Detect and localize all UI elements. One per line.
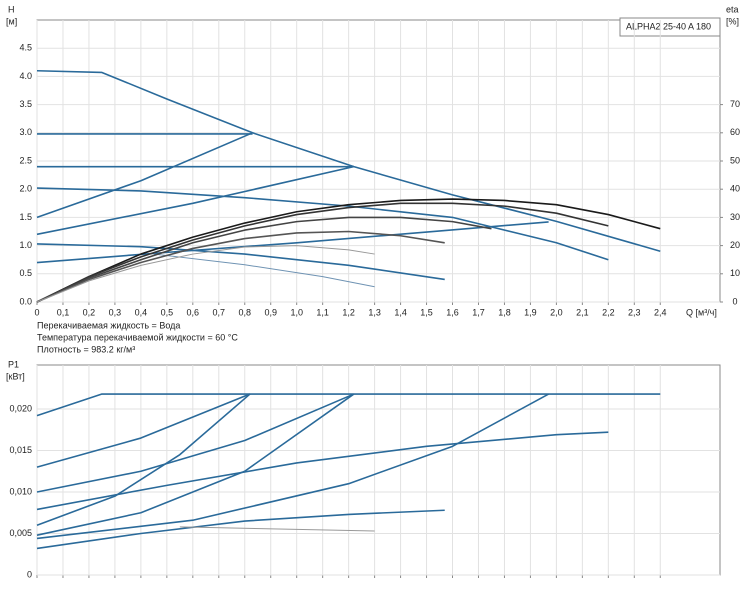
- x-tick-label: 1,0: [290, 307, 303, 317]
- axis-label: Q [м³/ч]: [686, 307, 717, 317]
- efficiency-curve: [36, 198, 661, 303]
- x-tick-label: 0,3: [109, 307, 122, 317]
- y-tick-label: 0.5: [19, 268, 32, 278]
- curve: [179, 526, 375, 532]
- x-tick-label: 1,1: [316, 307, 329, 317]
- x-tick-label: 2,4: [654, 307, 667, 317]
- curve: [36, 393, 355, 493]
- y2-tick-label: 60: [730, 127, 740, 137]
- y-tick-label: 3.5: [19, 99, 32, 109]
- x-tick-label: 0,1: [57, 307, 70, 317]
- curve: [36, 393, 549, 540]
- x-tick-label: 1,4: [394, 307, 407, 317]
- efficiency-curve: [36, 245, 375, 303]
- x-tick-label: 2,2: [602, 307, 615, 317]
- x-tick-label: 1,6: [446, 307, 459, 317]
- note: Температура перекачиваемой жидкости = 60…: [37, 332, 238, 342]
- x-tick-label: 0: [34, 307, 39, 317]
- curve: [36, 221, 549, 264]
- y-tick-label: 0,015: [9, 445, 32, 455]
- axis-unit: [м]: [6, 16, 17, 26]
- plot-frame: [36, 364, 721, 576]
- efficiency-curve: [36, 230, 445, 303]
- y-tick-label: 0,005: [9, 528, 32, 538]
- note: Плотность = 983.2 кг/м³: [37, 344, 135, 354]
- curve: [36, 69, 661, 253]
- curve: [36, 243, 445, 281]
- x-tick-label: 0,5: [161, 307, 174, 317]
- x-tick-label: 2,1: [576, 307, 589, 317]
- axis-unit: [%]: [726, 16, 739, 26]
- y2-tick-label: 20: [730, 240, 740, 250]
- axis-label: H: [8, 4, 15, 14]
- y-tick-label: 0: [27, 569, 32, 579]
- y2-tick-label: 40: [730, 184, 740, 194]
- x-tick-label: 1,8: [498, 307, 511, 317]
- curve: [36, 393, 251, 468]
- x-tick-label: 0,2: [83, 307, 96, 317]
- curve: [36, 187, 609, 261]
- efficiency-curve: [36, 202, 609, 303]
- y-tick-label: 1.0: [19, 240, 32, 250]
- curve: [36, 393, 355, 536]
- x-tick-label: 0,9: [264, 307, 277, 317]
- curve: [36, 509, 445, 550]
- y-tick-label: 1.5: [19, 212, 32, 222]
- x-tick-label: 1,2: [342, 307, 355, 317]
- y-tick-label: 2.0: [19, 184, 32, 194]
- x-tick-label: 2,3: [628, 307, 641, 317]
- x-tick-label: 2,0: [550, 307, 563, 317]
- y2-tick-label: 0: [732, 296, 737, 306]
- axis-unit: [кВт]: [6, 371, 25, 381]
- axis-label: eta: [726, 4, 739, 14]
- x-tick-label: 0,4: [135, 307, 148, 317]
- curve: [36, 132, 253, 219]
- note: Перекачиваемая жидкость = Вода: [37, 320, 180, 330]
- y-tick-label: 4.5: [19, 43, 32, 53]
- y-tick-label: 0,010: [9, 486, 32, 496]
- legend-text: ALPHA2 25-40 A 180: [626, 21, 711, 31]
- axis-label: P1: [8, 359, 19, 369]
- y2-tick-label: 10: [730, 268, 740, 278]
- x-tick-label: 1,5: [420, 307, 433, 317]
- efficiency-curve: [36, 216, 492, 303]
- x-tick-label: 1,9: [524, 307, 537, 317]
- x-tick-label: 0,7: [213, 307, 226, 317]
- x-tick-label: 1,3: [368, 307, 381, 317]
- y2-tick-label: 50: [730, 155, 740, 165]
- legend-box: [619, 17, 721, 37]
- y-tick-label: 0.0: [19, 296, 32, 306]
- y-tick-label: 3.0: [19, 127, 32, 137]
- curve: [36, 431, 609, 511]
- curve: [36, 393, 251, 526]
- y2-tick-label: 70: [730, 99, 740, 109]
- x-tick-label: 0,8: [238, 307, 251, 317]
- x-tick-label: 0,6: [187, 307, 200, 317]
- curve: [153, 253, 375, 288]
- y-tick-label: 4.0: [19, 71, 32, 81]
- curve: [36, 165, 355, 236]
- y-tick-label: 2.5: [19, 155, 32, 165]
- y-tick-label: 0,020: [9, 403, 32, 413]
- curve: [36, 393, 661, 417]
- y2-tick-label: 30: [730, 212, 740, 222]
- x-tick-label: 1,7: [472, 307, 485, 317]
